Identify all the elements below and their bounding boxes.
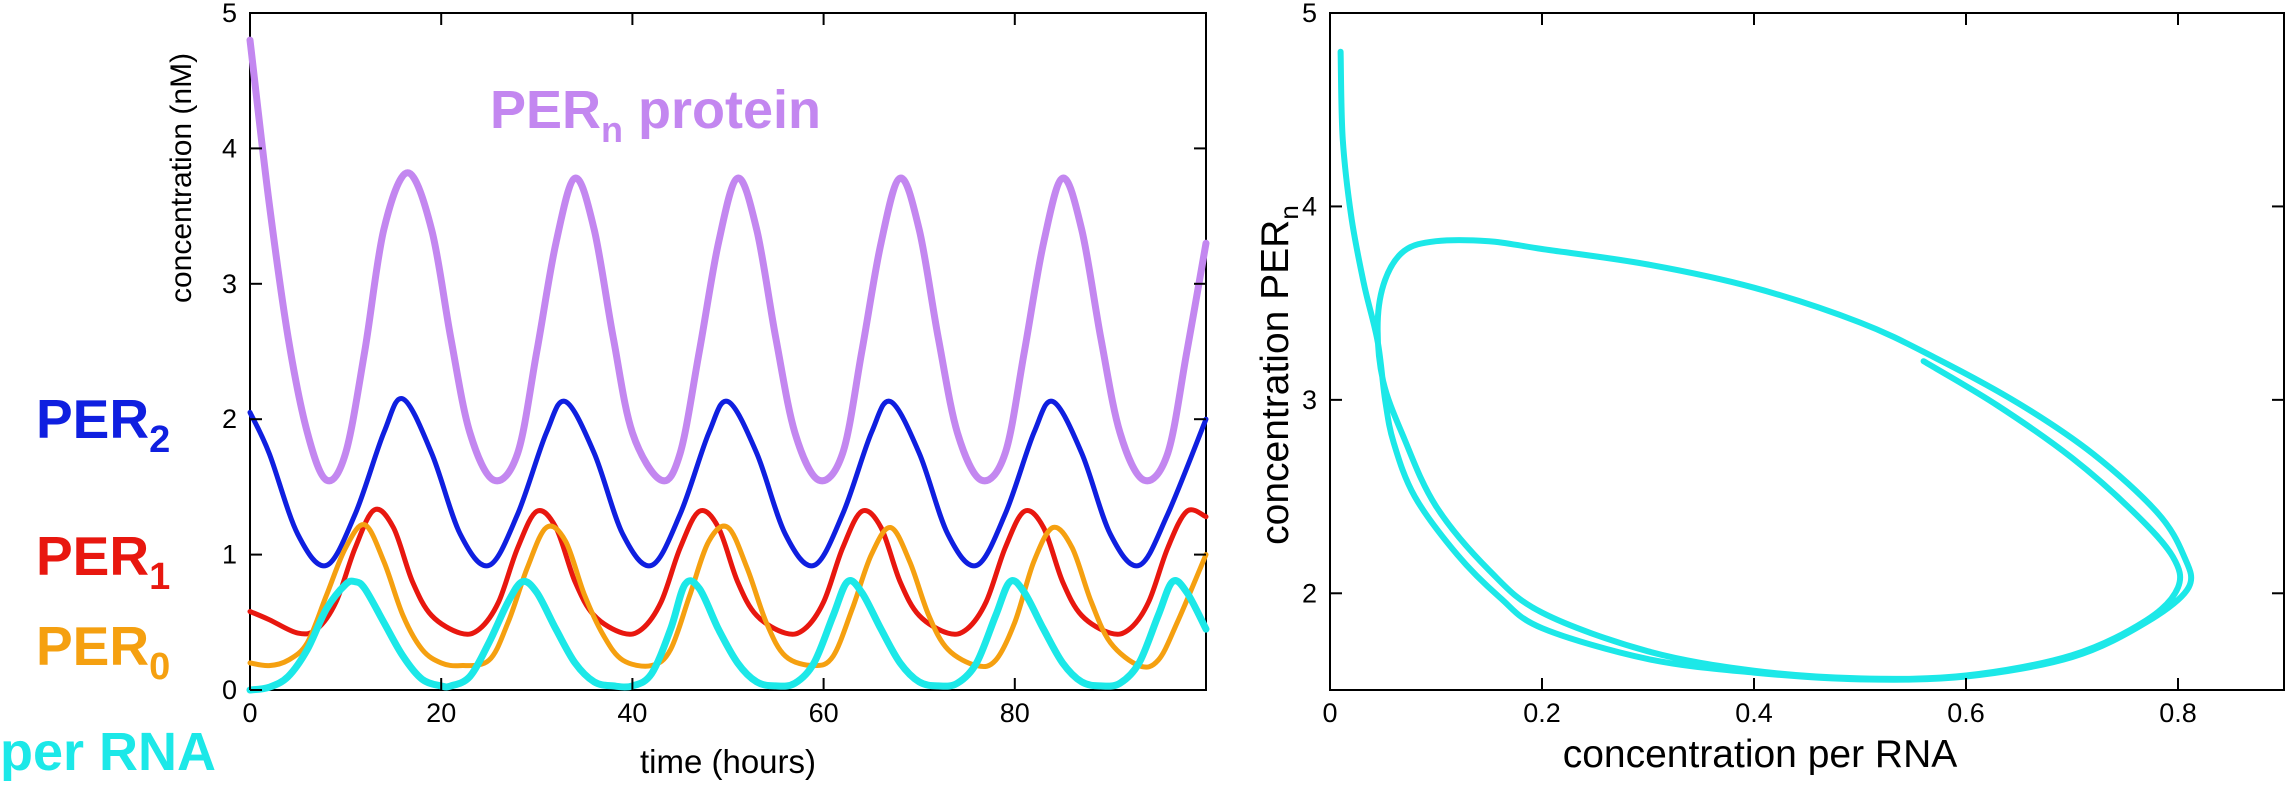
left-x-axis-label: time (hours) xyxy=(640,743,816,780)
right-y-axis-label: concentration PERn xyxy=(1254,205,1304,545)
right-x-tick-label-4: 0.8 xyxy=(2159,698,2197,728)
right-y-axis-label-sub: n xyxy=(1274,205,1304,219)
series-label-1: PER2 xyxy=(36,388,170,461)
series-label-suffix-0: protein xyxy=(623,80,821,140)
left-x-tick-label-3: 60 xyxy=(809,698,839,728)
series-line-1 xyxy=(247,396,1209,569)
series-label-2: PER1 xyxy=(36,525,170,598)
series-line-0 xyxy=(246,36,1210,485)
series-label-sub-2: 1 xyxy=(149,556,170,598)
right-x-tick-label-0: 0 xyxy=(1322,698,1337,728)
right-y-tick-label-2: 4 xyxy=(1302,191,1317,221)
series-label-name-0: PER xyxy=(490,80,601,140)
series-line-3 xyxy=(247,522,1209,670)
series-label-0: PERn protein xyxy=(490,80,821,150)
left-x-tick-label-4: 80 xyxy=(1000,698,1030,728)
right-y-tick-label-0: 2 xyxy=(1302,578,1317,608)
left-axis-ticks: 0 20 40 60 80 0 1 2 3 4 5 xyxy=(222,0,1206,728)
left-x-tick-label-2: 40 xyxy=(617,698,647,728)
left-y-tick-label-4: 4 xyxy=(222,133,237,163)
left-y-tick-label-0: 0 xyxy=(222,675,237,705)
series-label-3: PER0 xyxy=(36,615,170,688)
left-y-tick-label-1: 1 xyxy=(222,540,237,570)
series-label-4: per RNA xyxy=(0,722,216,782)
time-series-lines xyxy=(246,36,1210,694)
series-label-name-2: PER xyxy=(36,525,149,587)
series-line-2 xyxy=(247,506,1209,637)
right-x-tick-label-1: 0.2 xyxy=(1523,698,1561,728)
right-plot-frame xyxy=(1329,12,2285,691)
right-y-tick-label-3: 5 xyxy=(1302,0,1317,28)
series-label-sub-3: 0 xyxy=(149,646,170,688)
left-y-tick-label-2: 2 xyxy=(222,404,237,434)
left-y-tick-label-5: 5 xyxy=(222,0,237,28)
left-plot-frame xyxy=(249,12,1207,691)
series-line-4 xyxy=(246,577,1210,694)
series-label-name-1: PER xyxy=(36,388,149,450)
left-x-tick-label-1: 20 xyxy=(426,698,456,728)
left-x-tick-label-0: 0 xyxy=(242,698,257,728)
series-label-name-3: PER xyxy=(36,615,149,677)
right-x-tick-label-2: 0.4 xyxy=(1735,698,1773,728)
right-x-tick-label-3: 0.6 xyxy=(1947,698,1985,728)
right-y-axis-label-main: concentration PER xyxy=(1254,220,1297,545)
left-y-axis-label: concentration (nM) xyxy=(165,53,198,303)
phase-trajectory xyxy=(1337,48,2195,683)
series-label-sub-1: 2 xyxy=(149,419,170,461)
left-y-tick-label-3: 3 xyxy=(222,269,237,299)
right-y-tick-label-1: 3 xyxy=(1302,385,1317,415)
right-x-axis-label: concentration per RNA xyxy=(1563,733,1958,776)
series-label-sub-0: n xyxy=(601,109,623,150)
phase-line-0 xyxy=(1337,48,2195,683)
series-label-name-4: per RNA xyxy=(0,722,216,782)
right-axis-ticks: 0 0.2 0.4 0.6 0.8 2 3 4 5 xyxy=(1302,0,2284,728)
